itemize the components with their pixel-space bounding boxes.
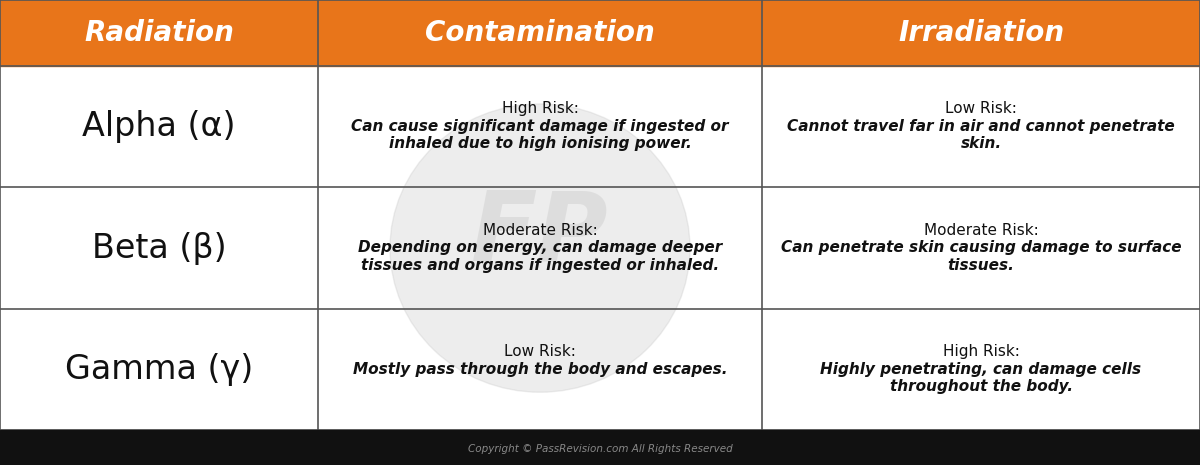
Text: Low Risk:: Low Risk: [946, 101, 1016, 117]
Text: Moderate Risk:: Moderate Risk: [924, 223, 1038, 238]
Bar [0, 0, 318, 66]
Text: Can cause significant damage if ingested or
inhaled due to high ionising power.: Can cause significant damage if ingested… [352, 119, 728, 151]
Text: Copyright © PassRevision.com All Rights Reserved: Copyright © PassRevision.com All Rights … [468, 444, 732, 454]
Text: Alpha (α): Alpha (α) [83, 110, 235, 143]
Text: Radiation: Radiation [84, 19, 234, 47]
Ellipse shape [390, 104, 690, 392]
Text: Can penetrate skin causing damage to surface
tissues.: Can penetrate skin causing damage to sur… [781, 240, 1181, 272]
Text: Beta (β): Beta (β) [91, 232, 227, 265]
Text: Low Risk:: Low Risk: [504, 344, 576, 359]
Text: FP: FP [472, 188, 608, 281]
Text: Irradiation: Irradiation [898, 19, 1064, 47]
Bar [0, 66, 1200, 430]
Bar [762, 0, 1200, 66]
Text: High Risk:: High Risk: [942, 344, 1020, 359]
Bar [318, 0, 762, 66]
Text: Gamma (γ): Gamma (γ) [65, 353, 253, 386]
Text: Highly penetrating, can damage cells
throughout the body.: Highly penetrating, can damage cells thr… [821, 362, 1141, 394]
Text: Depending on energy, can damage deeper
tissues and organs if ingested or inhaled: Depending on energy, can damage deeper t… [358, 240, 722, 272]
Text: Mostly pass through the body and escapes.: Mostly pass through the body and escapes… [353, 362, 727, 377]
Text: Moderate Risk:: Moderate Risk: [482, 223, 598, 238]
Text: High Risk:: High Risk: [502, 101, 578, 117]
Bar [0, 430, 1200, 465]
Text: Contamination: Contamination [425, 19, 655, 47]
Text: Cannot travel far in air and cannot penetrate
skin.: Cannot travel far in air and cannot pene… [787, 119, 1175, 151]
